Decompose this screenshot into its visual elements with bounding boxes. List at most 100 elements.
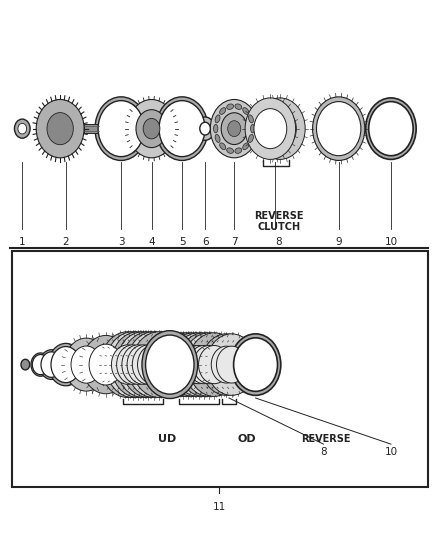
Circle shape xyxy=(82,335,130,394)
Circle shape xyxy=(254,98,305,159)
Ellipse shape xyxy=(220,143,226,150)
Circle shape xyxy=(183,333,235,397)
Circle shape xyxy=(31,353,50,376)
Circle shape xyxy=(211,346,241,383)
Circle shape xyxy=(143,118,160,139)
Circle shape xyxy=(210,100,258,158)
Text: 9: 9 xyxy=(336,237,342,247)
Text: OD: OD xyxy=(238,433,257,443)
Circle shape xyxy=(142,330,198,399)
Text: 8: 8 xyxy=(320,447,327,457)
Ellipse shape xyxy=(215,134,220,142)
Ellipse shape xyxy=(227,148,233,154)
Text: 8: 8 xyxy=(276,237,283,247)
Circle shape xyxy=(230,334,281,395)
Ellipse shape xyxy=(235,104,242,109)
Circle shape xyxy=(198,345,230,384)
Circle shape xyxy=(127,345,159,384)
Text: 2: 2 xyxy=(63,237,69,247)
Circle shape xyxy=(21,359,30,370)
Ellipse shape xyxy=(214,124,218,133)
Circle shape xyxy=(64,338,108,391)
Ellipse shape xyxy=(243,108,249,115)
Circle shape xyxy=(51,346,81,383)
Text: 4: 4 xyxy=(148,237,155,247)
Circle shape xyxy=(132,345,165,384)
Ellipse shape xyxy=(215,115,220,123)
Circle shape xyxy=(254,109,287,149)
Circle shape xyxy=(162,333,214,397)
Circle shape xyxy=(143,345,175,384)
Ellipse shape xyxy=(248,115,253,123)
Text: 11: 11 xyxy=(212,503,226,512)
Circle shape xyxy=(264,109,297,149)
Circle shape xyxy=(369,102,413,156)
Text: UD: UD xyxy=(158,433,176,443)
Circle shape xyxy=(48,343,83,386)
Circle shape xyxy=(145,335,194,394)
Text: REVERSE
CLUTCH: REVERSE CLUTCH xyxy=(254,211,304,232)
Circle shape xyxy=(313,97,365,160)
Circle shape xyxy=(106,332,160,398)
Circle shape xyxy=(366,98,416,159)
Circle shape xyxy=(188,333,240,397)
Ellipse shape xyxy=(220,108,226,115)
Circle shape xyxy=(36,100,84,158)
Ellipse shape xyxy=(227,104,233,109)
Ellipse shape xyxy=(248,134,253,142)
Circle shape xyxy=(167,333,219,397)
Circle shape xyxy=(14,119,30,138)
Circle shape xyxy=(195,117,215,140)
Circle shape xyxy=(122,345,154,384)
Bar xyxy=(84,124,99,133)
Circle shape xyxy=(173,333,225,397)
Circle shape xyxy=(111,345,144,384)
Circle shape xyxy=(117,345,149,384)
Circle shape xyxy=(157,333,209,397)
Circle shape xyxy=(138,345,170,384)
Circle shape xyxy=(178,333,230,397)
Circle shape xyxy=(127,100,176,158)
Text: 10: 10 xyxy=(385,447,397,457)
Circle shape xyxy=(206,334,257,395)
Circle shape xyxy=(159,101,205,157)
Circle shape xyxy=(317,102,361,156)
Circle shape xyxy=(183,345,214,384)
Circle shape xyxy=(200,122,210,135)
Circle shape xyxy=(47,112,73,144)
Text: 7: 7 xyxy=(231,237,237,247)
Circle shape xyxy=(71,346,102,383)
Circle shape xyxy=(41,352,62,377)
Ellipse shape xyxy=(251,124,255,133)
Circle shape xyxy=(95,97,147,160)
Ellipse shape xyxy=(243,143,249,150)
Circle shape xyxy=(233,338,278,391)
Circle shape xyxy=(101,332,155,398)
Circle shape xyxy=(89,344,123,385)
Circle shape xyxy=(167,345,198,384)
Bar xyxy=(99,121,106,136)
Ellipse shape xyxy=(235,148,242,154)
Circle shape xyxy=(132,332,186,398)
Circle shape xyxy=(201,334,252,395)
Text: REVERSE: REVERSE xyxy=(301,433,350,443)
Circle shape xyxy=(39,350,64,379)
Circle shape xyxy=(188,345,219,384)
Circle shape xyxy=(111,332,165,398)
Text: 5: 5 xyxy=(179,237,185,247)
Circle shape xyxy=(156,97,208,160)
Circle shape xyxy=(136,110,167,148)
Circle shape xyxy=(178,345,209,384)
Text: 1: 1 xyxy=(19,237,25,247)
Circle shape xyxy=(18,123,27,134)
Circle shape xyxy=(193,345,225,384)
Circle shape xyxy=(228,120,241,136)
Circle shape xyxy=(116,332,170,398)
Bar xyxy=(12,251,428,487)
Circle shape xyxy=(221,113,247,144)
Circle shape xyxy=(245,98,296,159)
Circle shape xyxy=(32,354,49,375)
Text: 3: 3 xyxy=(118,237,124,247)
Circle shape xyxy=(173,345,204,384)
Circle shape xyxy=(216,346,247,383)
